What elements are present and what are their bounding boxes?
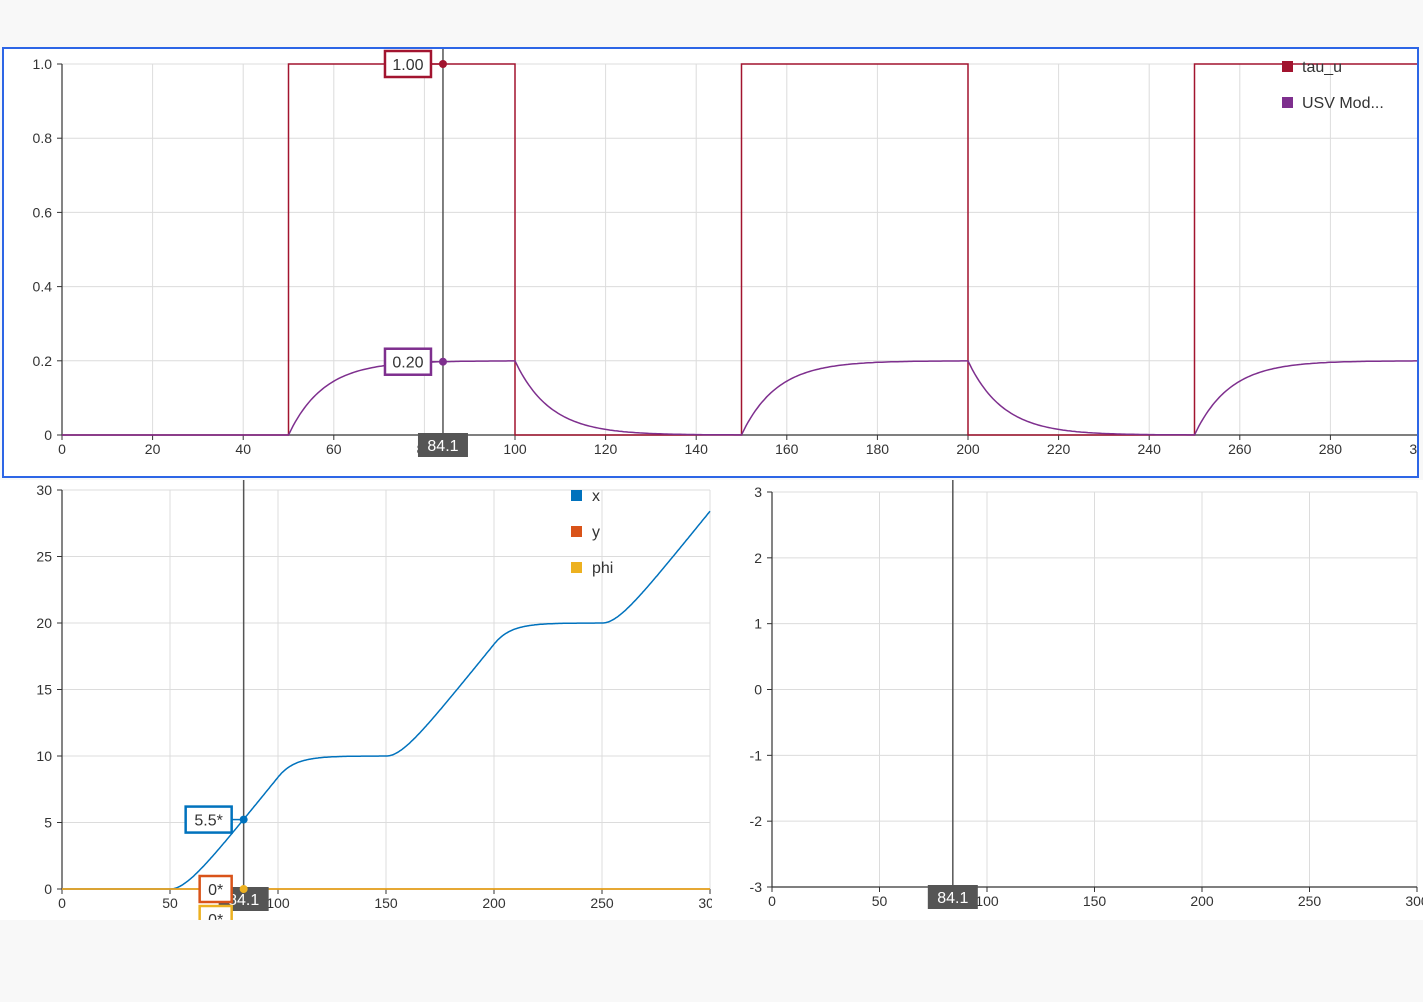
x-tick-label: 100 — [266, 895, 290, 911]
y-tick-label: 0.4 — [33, 279, 53, 295]
x-tick-label: 50 — [872, 893, 888, 909]
legend-swatch-tau_u — [1282, 61, 1293, 72]
x-tick-label: 180 — [866, 441, 890, 457]
cursor-time-label: 84.1 — [228, 892, 259, 909]
legend-label-y: y — [592, 524, 600, 541]
y-tick-label: 0.6 — [33, 204, 53, 220]
cursor-value-phi: 0* — [208, 912, 223, 920]
legend-swatch-phi — [571, 562, 582, 573]
x-tick-label: 100 — [503, 441, 527, 457]
x-tick-label: 200 — [956, 441, 980, 457]
x-tick-label: 0 — [768, 893, 776, 909]
bottom-right-chart-svg: 0 50 100 150 200 250 300 -3 -2 -1 0 1 2 3 84.1 — [750, 480, 1423, 909]
x-tick-label: 120 — [594, 441, 618, 457]
y-tick-label: 15 — [36, 682, 52, 698]
cursor-value-x-box — [184, 805, 233, 834]
x-tick-label: 300 — [698, 895, 712, 911]
cursor-value-x: 5.5* — [194, 813, 222, 830]
legend-label-x: x — [592, 488, 600, 505]
x-tick-label: 250 — [590, 895, 614, 911]
cursor-point-phi — [239, 885, 248, 893]
x-tick-label: 140 — [685, 441, 709, 457]
legend-label-usv: USV Mod... — [1302, 95, 1384, 112]
grid-lines — [61, 63, 1417, 436]
y-tick-label: -1 — [750, 747, 763, 763]
x-tick-label: 150 — [1083, 893, 1107, 909]
y-tick-label: 0.2 — [33, 353, 53, 369]
legend-label-tau_u: tau_u — [1302, 59, 1342, 76]
x-tick-label: 200 — [1190, 893, 1214, 909]
x-tick-label: 40 — [235, 441, 251, 457]
chart-panel-top[interactable]: 0204060801001201401601802002202402602803… — [2, 47, 1419, 478]
y-tick-label: 0 — [44, 427, 52, 443]
y-tick-label: 5 — [44, 815, 52, 831]
y-tick-label: 25 — [36, 549, 52, 565]
y-tick-label: 10 — [36, 748, 52, 764]
cursor-value-usv: 0.20 — [392, 355, 423, 372]
cursor-value-tau_u: 1.00 — [392, 57, 423, 74]
cursor-time-label: 84.1 — [427, 438, 458, 455]
y-tick-label: -3 — [750, 879, 763, 895]
x-tick-label: 0 — [58, 441, 66, 457]
x-tick-label: 280 — [1319, 441, 1343, 457]
y-tick-label: 1.0 — [33, 56, 53, 72]
x-tick-label: 250 — [1298, 893, 1322, 909]
cursor-value-y: 0* — [208, 882, 223, 899]
y-tick-label: 0 — [44, 881, 52, 897]
series-usvmod-line — [62, 360, 1417, 436]
legend-swatch-y — [571, 526, 582, 537]
legend-swatch-usv — [1282, 97, 1293, 108]
x-tick-label: 200 — [482, 895, 506, 911]
cursor-value-usv-box — [383, 347, 433, 376]
y-tick-label: 20 — [36, 615, 52, 631]
y-tick-label: 1 — [754, 616, 762, 632]
chart-panel-bottom-left[interactable]: 0 50 100 150 200 250 300 0 5 10 15 20 25 30 84.1 5.5* 0*… — [0, 480, 712, 920]
top-chart-svg: 0204060801001201401601802002202402602803… — [33, 49, 1417, 457]
x-tick-label: 60 — [326, 441, 342, 457]
series-tauu-line — [62, 63, 1417, 436]
cursor-point-usv — [438, 357, 447, 366]
x-tick-label: 0 — [58, 895, 66, 911]
x-tick-label: 150 — [374, 895, 398, 911]
y-tick-label: 3 — [754, 484, 762, 500]
cursor-value-phi-box — [198, 904, 233, 920]
cursor-time-label: 84.1 — [937, 890, 968, 907]
x-tick-label: 220 — [1047, 441, 1071, 457]
y-tick-label: 0.8 — [33, 130, 53, 146]
bottom-left-chart-svg: 0 50 100 150 200 250 300 0 5 10 15 20 25 30 84.1 5.5* 0*… — [36, 480, 712, 920]
x-tick-label: 300 — [1405, 893, 1423, 909]
y-tick-label: 2 — [754, 550, 762, 566]
x-tick-label: 300 — [1409, 441, 1417, 457]
legend-swatch-x — [571, 490, 582, 501]
x-tick-label: 240 — [1138, 441, 1162, 457]
y-tick-label: -2 — [750, 813, 763, 829]
grid-lines — [771, 491, 1418, 888]
chart-panel-bottom-right[interactable]: 0 50 100 150 200 250 300 -3 -2 -1 0 1 2 3 84.1 — [712, 480, 1423, 920]
x-tick-label: 160 — [775, 441, 799, 457]
cursor-time-box — [417, 433, 468, 457]
x-tick-label: 260 — [1228, 441, 1252, 457]
cursor-time-box — [927, 885, 978, 909]
x-tick-label: 20 — [145, 441, 161, 457]
cursor-value-y-box — [198, 874, 233, 904]
x-tick-label: 100 — [975, 893, 999, 909]
legend-label-phi: phi — [592, 560, 613, 577]
x-tick-label: 50 — [162, 895, 178, 911]
cursor-value-tau_u-box — [383, 49, 433, 79]
cursor-point-tau_u — [438, 60, 447, 68]
y-tick-label: 0 — [754, 682, 762, 698]
grid-lines — [61, 489, 711, 890]
y-tick-label: 30 — [36, 482, 52, 498]
